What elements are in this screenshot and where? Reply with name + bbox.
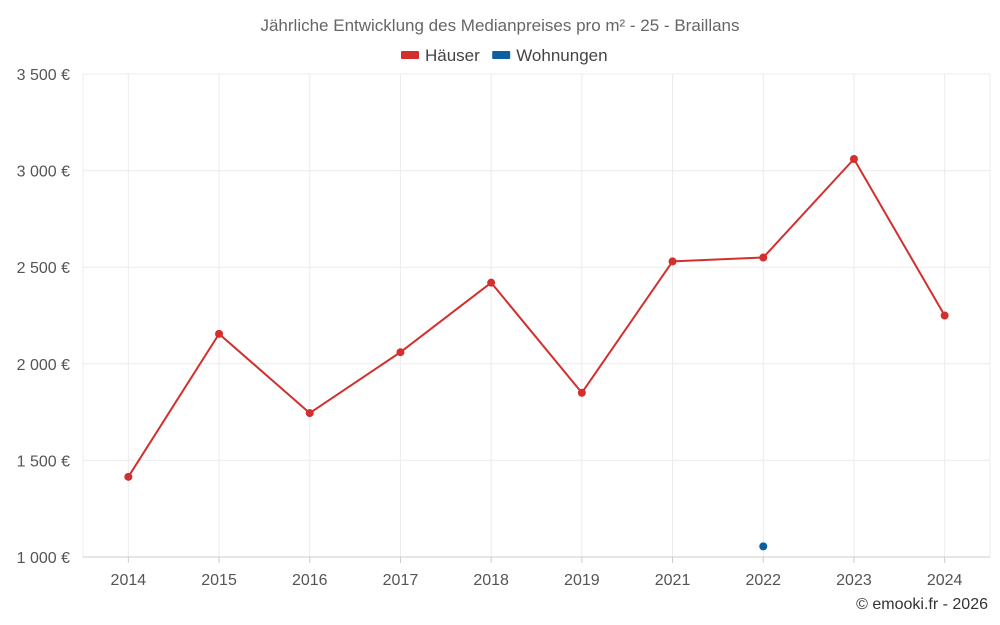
chart-title: Jährliche Entwicklung des Medianpreises … [260,16,739,35]
x-tick-label: 2022 [745,572,781,589]
y-tick-label: 1 500 € [17,453,70,470]
x-tick-label: 2015 [201,572,237,589]
legend-label: Wohnungen [516,46,607,65]
x-tick-label: 2024 [927,572,963,589]
x-tick-label: 2014 [111,572,147,589]
series-line-häuser [127,158,946,478]
data-point-häuser [668,257,677,266]
x-tick-label: 2019 [564,572,600,589]
copyright-credit: © emooki.fr - 2026 [856,596,988,613]
data-point-häuser [849,155,858,164]
y-tick-label: 2 500 € [17,260,70,277]
legend-swatch [492,51,511,59]
grid-lines [82,73,991,557]
y-tick-label: 2 000 € [17,357,70,374]
axes: 1 000 € 1 500 € 2 000 € 2 500 € 3 000 € 3 500… [17,67,990,589]
x-tick-label: 2021 [655,572,691,589]
data-point-häuser [215,329,224,338]
x-tick-label: 2016 [292,572,328,589]
legend-item-wohnungen[interactable]: Wohnungen [492,46,608,65]
y-tick-label: 1 000 € [17,550,70,567]
y-tick-label: 3 500 € [17,67,70,84]
data-point-häuser [124,472,133,481]
data-point-häuser [940,311,949,320]
y-tick-label: 3 000 € [17,164,70,181]
legend-swatch [401,51,419,59]
legend[interactable]: Häuser Wohnungen [401,46,608,65]
legend-label: Häuser [425,46,480,65]
data-point-häuser [577,388,586,397]
legend-item-häuser[interactable]: Häuser [401,46,480,65]
series-layer [124,155,949,551]
x-tick-label: 2023 [836,572,872,589]
data-point-häuser [487,278,496,287]
x-tick-label: 2018 [473,572,509,589]
data-point-häuser [305,409,314,418]
data-point-häuser [396,348,405,357]
data-point-häuser [759,253,768,262]
data-point-wohnungen [759,542,768,551]
x-tick-label: 2017 [383,572,419,589]
